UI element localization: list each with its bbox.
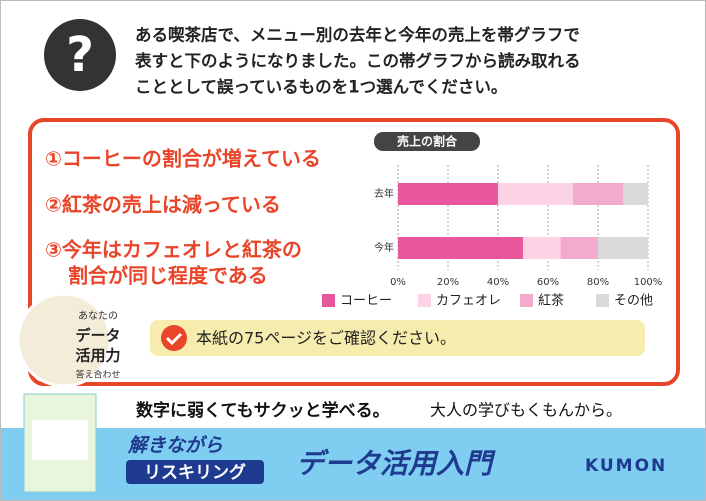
x-tick-label: 80% (587, 277, 609, 288)
question-icon (44, 19, 116, 91)
legend-swatch (596, 294, 609, 307)
question-line: ある喫茶店で、メニュー別の去年と今年の売上を帯グラフで (135, 25, 580, 45)
notice: 本紙の75ページをご確認ください。 (196, 329, 456, 348)
question-mark: ? (66, 27, 94, 83)
chart-title: 売上の割合 (397, 134, 458, 149)
x-tick-label: 100% (634, 277, 663, 288)
question-line: 表すと下のようになりました。この帯グラフから読み取れる (135, 51, 581, 71)
bar-segment (623, 183, 648, 205)
legend-swatch (520, 294, 533, 307)
brand-tag: リスキリング (144, 462, 246, 483)
option: ②紅茶の売上は減っている (45, 193, 281, 217)
badge-text: あなたの (78, 310, 118, 322)
x-tick-label: 20% (437, 277, 459, 288)
brand-logo: KUMON (585, 456, 667, 476)
badge-text: 答え合わせ (75, 369, 120, 381)
brand-tag: 解きながら (127, 435, 223, 457)
legend-label: コーヒー (340, 294, 392, 309)
x-tick-label: 60% (537, 277, 559, 288)
check-mark (165, 332, 183, 346)
footer-band (1, 428, 705, 500)
bar-segment (573, 183, 623, 205)
brand-title: データ活用入門 (296, 447, 496, 480)
badge-text: データ (75, 327, 120, 345)
bar-segment (398, 237, 523, 259)
legend-label: カフェオレ (436, 294, 501, 309)
bar-segment (523, 237, 561, 259)
x-tick-label: 40% (487, 277, 509, 288)
bar-segment (598, 237, 648, 259)
legend-swatch (322, 294, 335, 307)
slogan-main: 数字に弱くてもサクッと学べる。 (136, 400, 390, 421)
notice-banner (150, 320, 645, 356)
bar-segment (560, 237, 598, 259)
legend-label: その他 (614, 294, 653, 309)
y-tick-label: 今年 (374, 241, 394, 254)
legend-label: 紅茶 (538, 293, 564, 309)
badge-text: 活用力 (75, 347, 120, 365)
bar-segment (398, 183, 498, 205)
question-line: こととして誤っているものを1つ選んでください。 (135, 77, 507, 97)
x-tick-label: 0% (390, 277, 406, 288)
book-panel (32, 420, 88, 460)
option: 割合が同じ程度である (68, 264, 268, 288)
option: ①コーヒーの割合が増えている (45, 147, 321, 171)
legend-swatch (418, 294, 431, 307)
slogan-sub: 大人の学びもくもんから。 (430, 401, 622, 420)
chart-title-pill (374, 132, 480, 151)
brand-tag-box (126, 460, 264, 484)
option: ③今年はカフェオレと紅茶の (45, 238, 302, 262)
badge (16, 292, 112, 388)
check-icon (161, 325, 187, 351)
bar-segment (498, 183, 573, 205)
y-tick-label: 去年 (374, 187, 394, 200)
